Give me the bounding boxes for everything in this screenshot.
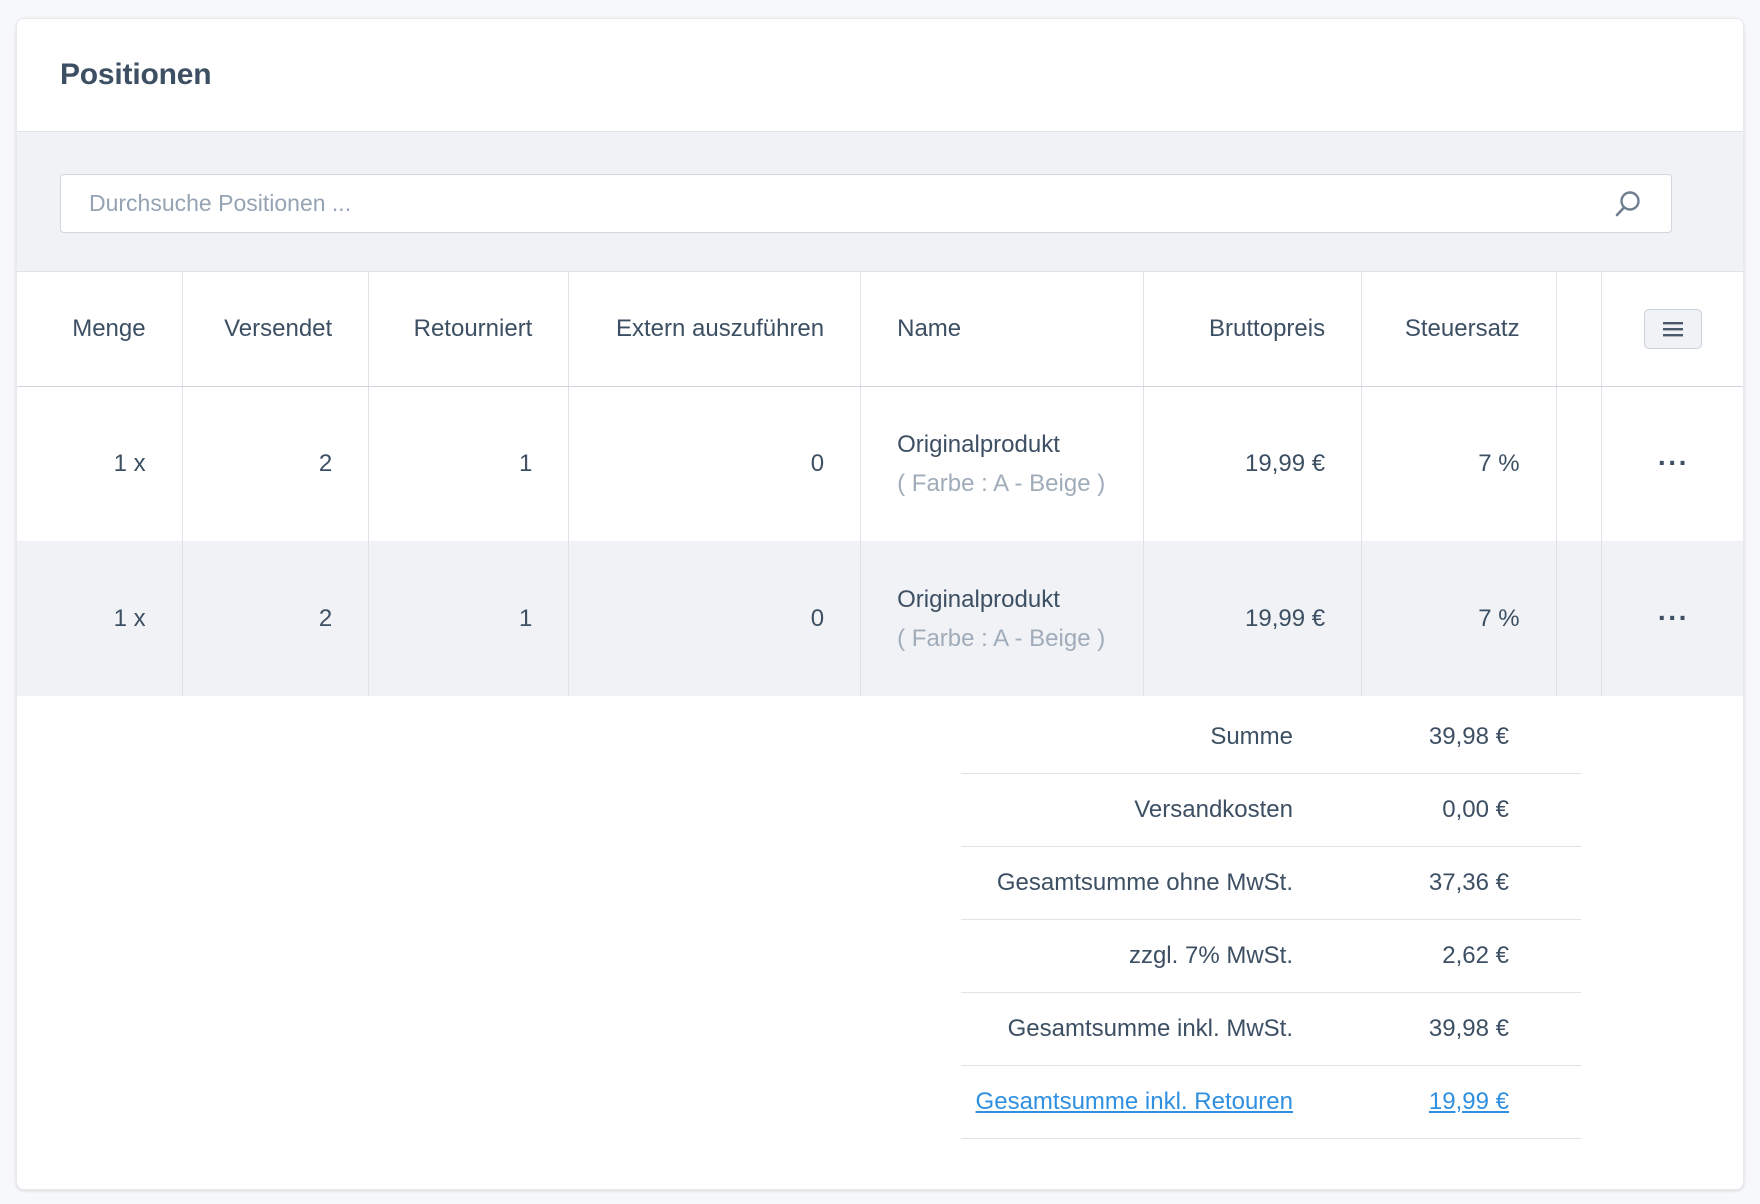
column-header-name[interactable]: Name <box>860 272 1144 387</box>
card-header: Positionen <box>17 19 1743 132</box>
summary-row-vat: zzgl. 7% MwSt. 2,62 € <box>961 920 1581 993</box>
search-box[interactable] <box>60 174 1672 233</box>
cell-external: 0 <box>568 541 862 696</box>
cell-quantity: 1 x <box>17 386 183 541</box>
product-variant: ( Farbe : A - Beige ) <box>897 624 1106 652</box>
summary-value: 2,62 € <box>1442 942 1509 969</box>
product-name: Originalprodukt <box>897 585 1060 613</box>
summary-value: 0,00 € <box>1442 796 1509 823</box>
summary-label: Summe <box>1210 723 1293 750</box>
summary-row-total-with-returns: Gesamtsumme inkl. Retouren 19,99 € <box>961 1066 1581 1139</box>
cell-spacer <box>1556 541 1602 696</box>
summary-label: zzgl. 7% MwSt. <box>1128 942 1293 969</box>
column-settings-button[interactable] <box>1644 308 1703 349</box>
column-header-gross-price[interactable]: Bruttopreis <box>1143 272 1363 387</box>
column-header-actions <box>1601 272 1743 387</box>
cell-actions: ··· <box>1601 386 1743 541</box>
column-header-returned[interactable]: Retourniert <box>368 272 570 387</box>
summary-row-sum: Summe 39,98 € <box>961 701 1581 774</box>
cell-gross-price: 19,99 € <box>1143 386 1363 541</box>
card-title: Positionen <box>60 58 212 91</box>
column-header-tax-rate[interactable]: Steuersatz <box>1361 272 1557 387</box>
total-with-returns-link[interactable]: Gesamtsumme inkl. Retouren <box>975 1088 1293 1115</box>
product-variant: ( Farbe : A - Beige ) <box>897 469 1106 497</box>
cell-actions: ··· <box>1601 541 1743 696</box>
column-header-shipped[interactable]: Versendet <box>182 272 370 387</box>
cell-name: Originalprodukt ( Farbe : A - Beige ) <box>860 386 1144 541</box>
summary-value: 37,36 € <box>1428 869 1509 896</box>
cell-external: 0 <box>568 386 862 541</box>
cell-tax-rate: 7 % <box>1361 386 1557 541</box>
positions-table: Menge Versendet Retourniert Extern auszu… <box>17 272 1743 696</box>
column-header-external[interactable]: Extern auszuführen <box>568 272 862 387</box>
cell-returned: 1 <box>368 386 570 541</box>
cell-tax-rate: 7 % <box>1361 541 1557 696</box>
table-row[interactable]: 1 x 2 1 0 Originalprodukt ( Farbe : A - … <box>17 386 1743 541</box>
search-icon[interactable] <box>1613 189 1643 219</box>
summary-row-shipping: Versandkosten 0,00 € <box>961 774 1581 847</box>
cell-name: Originalprodukt ( Farbe : A - Beige ) <box>860 541 1144 696</box>
summary-value: 39,98 € <box>1428 723 1509 750</box>
ellipsis-icon[interactable]: ··· <box>1657 601 1689 633</box>
total-with-returns-value-link[interactable]: 19,99 € <box>1428 1088 1509 1115</box>
summary-label-link: Gesamtsumme inkl. Retouren <box>961 1088 1293 1116</box>
cell-returned: 1 <box>368 541 570 696</box>
summary-label: Gesamtsumme inkl. MwSt. <box>1007 1015 1293 1042</box>
cell-quantity: 1 x <box>17 541 183 696</box>
column-header-spacer <box>1556 272 1602 387</box>
summary-label: Versandkosten <box>1134 796 1293 823</box>
summary-label: Gesamtsumme ohne MwSt. <box>996 869 1293 896</box>
positions-card: Positionen Menge Versendet R <box>16 18 1744 1190</box>
ellipsis-icon[interactable]: ··· <box>1657 446 1689 478</box>
cell-shipped: 2 <box>182 386 370 541</box>
cell-spacer <box>1556 386 1602 541</box>
search-toolbar <box>17 132 1743 272</box>
table-header-row: Menge Versendet Retourniert Extern auszu… <box>17 272 1743 387</box>
summary-value-link: 19,99 € <box>1293 1088 1509 1116</box>
table-row[interactable]: 1 x 2 1 0 Originalprodukt ( Farbe : A - … <box>17 541 1743 696</box>
search-input[interactable] <box>89 190 1489 217</box>
order-summary: Summe 39,98 € Versandkosten 0,00 € Gesam… <box>961 701 1581 1139</box>
summary-row-net-total: Gesamtsumme ohne MwSt. 37,36 € <box>961 847 1581 920</box>
column-header-quantity[interactable]: Menge <box>17 272 183 387</box>
summary-row-gross-total: Gesamtsumme inkl. MwSt. 39,98 € <box>961 993 1581 1066</box>
summary-value: 39,98 € <box>1428 1015 1509 1042</box>
product-name: Originalprodukt <box>897 430 1060 458</box>
list-settings-icon <box>1663 321 1684 337</box>
cell-shipped: 2 <box>182 541 370 696</box>
cell-gross-price: 19,99 € <box>1143 541 1363 696</box>
